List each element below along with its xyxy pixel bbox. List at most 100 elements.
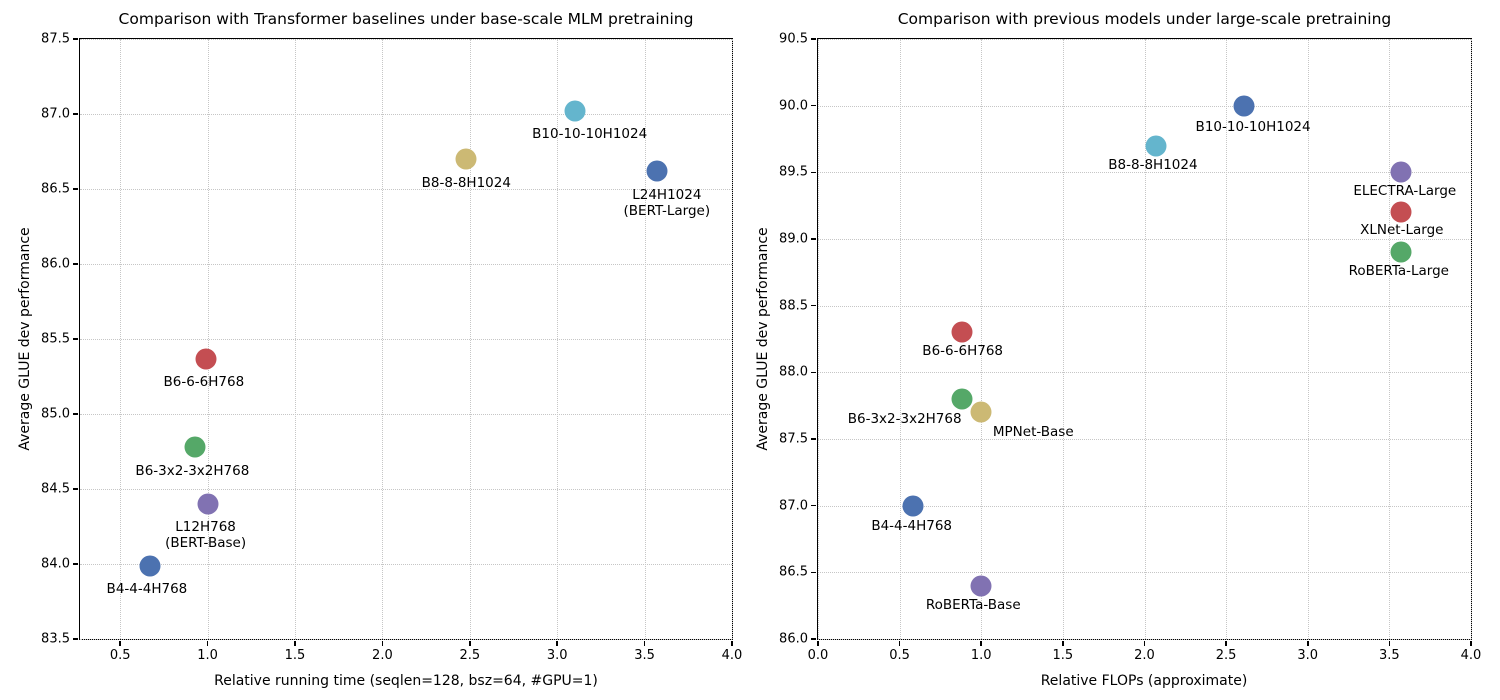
data-point-label-line: MPNet-Base (992, 424, 1074, 441)
y-gridline (818, 105, 1471, 107)
y-tick-mark (73, 188, 78, 190)
y-tick-label: 87.5 (41, 31, 70, 47)
right-y-axis-label: Average GLUE dev performance (755, 227, 771, 451)
data-point-label-line: B6-6-6H768 (922, 343, 1004, 360)
x-tick-mark (1388, 641, 1391, 646)
y-tick-mark (811, 304, 816, 307)
x-tick-label: 3.5 (634, 648, 655, 663)
left-plot-area: 0.5 1.0 1.5 2.0 2.5 3.0 3.5 4.0 83.5 84.0 84.5 85.0… (41, 32, 742, 664)
left-y-axis-label: Average GLUE dev performance (17, 227, 33, 451)
data-point-label-line: (BERT-Base) (165, 535, 247, 551)
x-gridline (1307, 39, 1309, 639)
x-tick-label: 1.5 (284, 648, 306, 663)
y-gridline (80, 264, 732, 265)
data-point-label-line: B8-8-8H1024 (421, 175, 511, 191)
y-gridline (80, 414, 732, 415)
data-point-roberta-base (970, 575, 992, 597)
data-point-label-b10-10-10h1024: B10-10-10H1024 (1196, 119, 1311, 135)
y-tick-label: 83.5 (41, 631, 70, 647)
data-point-b6-3x2-3x2h768 (951, 388, 973, 410)
data-point-label-b8-8-8h1024: B8-8-8H1024 (422, 175, 511, 191)
x-tick-mark (817, 641, 819, 646)
x-gridline (1144, 39, 1146, 639)
y-tick-label: 84.0 (41, 556, 70, 572)
y-gridline (818, 505, 1471, 507)
data-point-label-mpnet-base: MPNet-Base (993, 424, 1074, 440)
right-x-axis-label: Relative FLOPs (approximate) (1040, 673, 1248, 689)
y-tick-mark (73, 488, 78, 490)
x-tick-label: 3.5 (1379, 648, 1400, 663)
x-tick-mark (1470, 641, 1472, 646)
y-tick-mark (73, 263, 78, 265)
y-tick-label: 88.5 (779, 298, 808, 314)
data-point-label-roberta-large: RoBERTa-Large (1349, 263, 1449, 279)
y-tick-mark (811, 238, 816, 240)
y-tick-mark (73, 113, 78, 115)
data-point-label-roberta-base: RoBERTa-Base (926, 597, 1021, 613)
y-tick-mark (811, 438, 816, 440)
x-tick-label: 3.0 (546, 648, 568, 663)
y-gridline (818, 639, 1471, 640)
y-gridline (80, 39, 732, 40)
x-tick-label: 1.5 (1052, 648, 1074, 663)
y-tick-label: 89.0 (779, 231, 808, 247)
y-gridline (818, 172, 1471, 174)
y-gridline (80, 639, 732, 640)
data-point-label-b6-6-6h768: B6-6-6H768 (163, 374, 244, 390)
y-gridline (818, 372, 1471, 374)
x-tick-label: 0.0 (807, 648, 829, 663)
x-tick-mark (556, 641, 558, 646)
data-point-b10-10-10h1024 (1233, 95, 1255, 117)
data-point-label-b4-4-4h768: B4-4-4H768 (107, 581, 188, 597)
x-tick-mark (381, 641, 384, 646)
data-point-label-line: RoBERTa-Base (925, 596, 1021, 613)
y-tick-mark (73, 38, 78, 40)
y-tick-mark (73, 338, 78, 340)
x-tick-mark (898, 641, 901, 646)
y-tick-label: 88.0 (779, 364, 808, 380)
y-gridline (818, 305, 1471, 307)
y-tick-mark (811, 38, 816, 40)
data-point-label-line: B8-8-8H1024 (1108, 156, 1198, 173)
data-point-l24h1024-bert-large (646, 160, 668, 182)
left-chart-title: Comparison with Transformer baselines un… (118, 10, 694, 28)
data-point-label-l24h1024-bert-large: L24H1024 (BERT-Large) (624, 187, 711, 219)
data-point-b10-10-10h1024 (564, 100, 586, 122)
data-point-label-electra-large: ELECTRA-Large (1353, 183, 1456, 199)
x-tick-label: 1.0 (197, 648, 218, 663)
right-plot-area: 0.0 0.5 1.0 1.5 2.0 2.5 3.0 3.5 4.0 86.0 86.5 87.0 8… (779, 32, 1481, 664)
y-gridline (818, 439, 1471, 440)
y-tick-label: 86.5 (779, 564, 808, 580)
y-gridline (80, 114, 732, 115)
data-point-b4-4-4h768 (902, 495, 924, 517)
y-tick-mark (811, 104, 816, 107)
y-tick-label: 84.5 (41, 481, 70, 497)
x-tick-label: 2.0 (1134, 648, 1155, 663)
y-tick-label: 87.5 (779, 431, 808, 447)
data-point-label-line: L24H1024 (632, 187, 702, 203)
y-tick-mark (811, 371, 816, 374)
y-tick-label: 87.0 (779, 498, 808, 514)
data-point-label-line: B6-3x2-3x2H768 (135, 463, 250, 479)
y-tick-mark (811, 638, 816, 640)
data-point-label-b6-6-6h768: B6-6-6H768 (922, 343, 1003, 359)
right-chart-title: Comparison with previous models under la… (897, 10, 1392, 28)
x-tick-mark (119, 641, 121, 646)
data-point-b6-6-6h768 (195, 348, 217, 369)
y-gridline (818, 239, 1471, 240)
data-point-roberta-large (1390, 241, 1412, 263)
y-tick-mark (811, 504, 816, 507)
y-tick-label: 86.0 (41, 256, 70, 272)
y-tick-label: 90.0 (779, 98, 808, 114)
data-point-label-line: B6-6-6H768 (163, 373, 245, 390)
x-gridline (981, 39, 983, 639)
data-point-b6-3x2-3x2h768 (184, 436, 206, 458)
x-tick-label: 1.0 (970, 648, 992, 663)
data-point-label-xlnet-large: XLNet-Large (1360, 222, 1443, 238)
x-gridline (818, 39, 819, 639)
y-tick-mark (73, 413, 78, 415)
y-tick-mark (73, 638, 78, 640)
x-tick-mark (643, 641, 646, 646)
data-point-label-b6-3x2-3x2h768: B6-3x2-3x2H768 (135, 463, 249, 479)
